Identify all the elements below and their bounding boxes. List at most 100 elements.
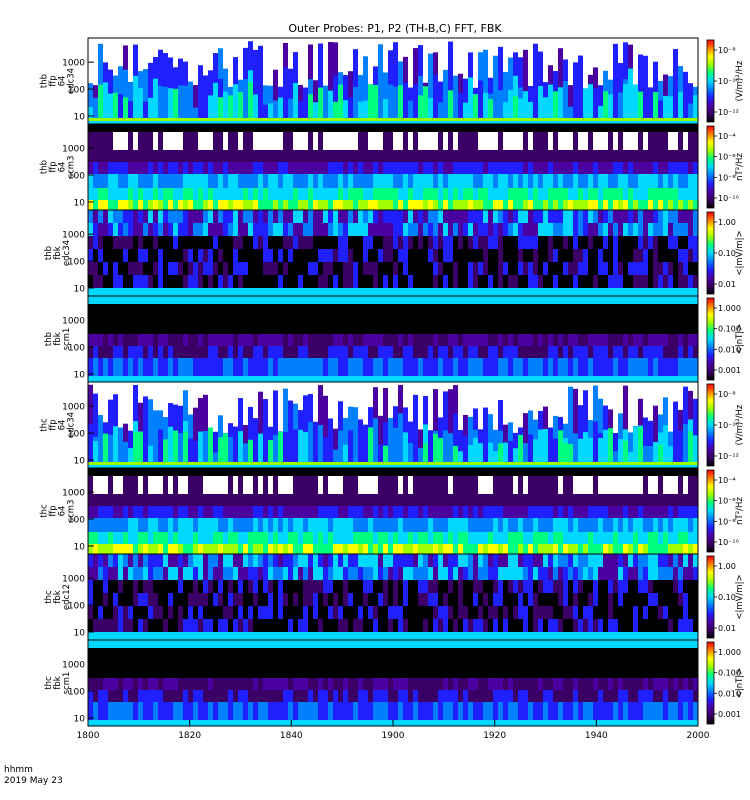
y-axis-label: ffp bbox=[49, 161, 59, 172]
spectrogram-panel-thb-fbk-edc34: 1000 100 10 thb fbk edc34 1.00 0.10 0.01 <|mV/m|> bbox=[44, 209, 745, 297]
x-tick-label: 1800 bbox=[77, 731, 100, 741]
colorbar-tick-label: 10⁻⁸ bbox=[718, 46, 736, 55]
spectrogram-pixels bbox=[88, 468, 699, 554]
y-axis-label: 64 bbox=[58, 162, 68, 173]
colorbar-tick-label: 1.000 bbox=[718, 648, 741, 657]
y-axis-label: 64 bbox=[58, 420, 68, 431]
spectrogram-pixels bbox=[88, 210, 699, 296]
colorbar-label: <|nT|> bbox=[735, 668, 745, 699]
colorbar-tick-label: 10⁻¹⁰ bbox=[718, 421, 739, 430]
colorbar-tick-label: 10⁻⁶ bbox=[718, 153, 736, 162]
chart-title: Outer Probes: P1, P2 (TH-B,C) FFT, FBK bbox=[288, 22, 502, 35]
colorbar bbox=[706, 297, 715, 381]
colorbar-label: <|nT|> bbox=[735, 324, 745, 355]
colorbar bbox=[706, 555, 715, 639]
y-axis-label: 64 bbox=[58, 506, 68, 517]
colorbar-tick-label: 1.00 bbox=[718, 218, 736, 227]
y-tick-label: 1000 bbox=[62, 59, 85, 69]
y-tick-label: 10 bbox=[74, 628, 86, 638]
footer-date: 2019 May 23 bbox=[4, 776, 63, 786]
colorbar-tick-label: 0.10 bbox=[718, 249, 736, 258]
y-tick-label: 100 bbox=[68, 516, 85, 526]
y-axis-label: edc34 bbox=[67, 68, 77, 94]
y-axis-label: edc12 bbox=[62, 584, 72, 610]
colorbar-tick-label: 10⁻⁸ bbox=[718, 390, 736, 399]
y-axis-label: thc bbox=[40, 418, 50, 432]
colorbar-tick-label: 10⁻⁸ bbox=[718, 173, 736, 182]
y-axis-label: scm3 bbox=[67, 156, 77, 179]
y-axis-label: thb bbox=[40, 160, 50, 174]
y-axis-label: thb bbox=[44, 332, 54, 346]
y-tick-label: 10 bbox=[74, 370, 86, 380]
y-tick-label: 10 bbox=[74, 112, 86, 122]
y-tick-label: 1000 bbox=[62, 489, 85, 499]
x-tick-label: 2000 bbox=[687, 731, 710, 741]
colorbar-label: (V/m)²/Hz bbox=[735, 404, 745, 445]
y-tick-label: 1000 bbox=[62, 145, 85, 155]
y-axis-label: edc34 bbox=[67, 412, 77, 438]
spectrogram-panel-thc-fbk-scm1: 1000 100 10 thc fbk scm1 1.000 0.100 0.010 0.001 <… bbox=[44, 639, 745, 727]
colorbar-tick-label: 0.100 bbox=[718, 669, 741, 678]
y-axis-label: fbk bbox=[53, 332, 63, 345]
colorbar-label: <|mV/m|> bbox=[735, 574, 745, 619]
y-tick-label: 1000 bbox=[62, 403, 85, 413]
spectrogram-pixels bbox=[88, 296, 699, 382]
y-axis-label: thb bbox=[40, 74, 50, 88]
colorbar-tick-label: 0.10 bbox=[718, 593, 736, 602]
x-tick-label: 1900 bbox=[382, 731, 405, 741]
colorbar-tick-label: 10⁻¹² bbox=[718, 452, 739, 461]
y-axis-label: fbk bbox=[53, 676, 63, 689]
colorbar-tick-label: 10⁻¹⁰ bbox=[718, 194, 739, 203]
colorbar-tick-label: 0.01 bbox=[718, 280, 736, 289]
y-tick-label: 10 bbox=[74, 198, 86, 208]
y-axis-label: ffp bbox=[49, 75, 59, 86]
colorbar-tick-label: 0.001 bbox=[718, 710, 741, 719]
x-tick-label: 1840 bbox=[280, 731, 303, 741]
spectrogram-pixels bbox=[88, 382, 699, 468]
colorbar-tick-label: 10⁻⁶ bbox=[718, 497, 736, 506]
colorbar-tick-label: 0.100 bbox=[718, 325, 741, 334]
colorbar bbox=[706, 125, 715, 209]
y-tick-label: 10 bbox=[74, 714, 86, 724]
colorbar-label: nT²/Hz bbox=[735, 153, 745, 181]
y-tick-label: 100 bbox=[68, 344, 85, 354]
spectrogram-pixels bbox=[88, 38, 699, 124]
spectrogram-pixels bbox=[88, 124, 699, 210]
colorbar bbox=[706, 641, 715, 725]
colorbar-tick-label: 10⁻⁴ bbox=[718, 476, 736, 485]
y-tick-label: 100 bbox=[68, 172, 85, 182]
x-tick-label: 1820 bbox=[178, 731, 201, 741]
colorbar bbox=[706, 39, 715, 123]
spectrogram-pixels bbox=[88, 554, 699, 640]
y-axis-label: 64 bbox=[58, 76, 68, 87]
y-axis-label: edc34 bbox=[62, 240, 72, 266]
y-tick-label: 100 bbox=[68, 86, 85, 96]
y-axis-label: ffp bbox=[49, 505, 59, 516]
y-axis-label: fbk bbox=[53, 590, 63, 603]
y-tick-label: 1000 bbox=[62, 231, 85, 241]
colorbar bbox=[706, 383, 715, 467]
colorbar bbox=[706, 211, 715, 295]
spectrogram-pixels bbox=[88, 640, 699, 726]
spectrogram-panel-thb-ffp-scm3: 1000 100 10 thb ffp 64 scm3 10⁻⁴ 10⁻⁶ 10⁻⁸ 10⁻¹⁰ nT… bbox=[40, 123, 745, 211]
spectrogram-panel-thb-ffp-edc34: 1000 100 10 thb ffp 64 edc34 10⁻⁸ 10⁻¹⁰ 10⁻¹² (V/m… bbox=[40, 37, 745, 125]
colorbar-tick-label: 0.010 bbox=[718, 345, 741, 354]
colorbar-tick-label: 0.01 bbox=[718, 624, 736, 633]
y-tick-label: 1000 bbox=[62, 317, 85, 327]
y-tick-label: 10 bbox=[74, 456, 86, 466]
y-axis-label: thc bbox=[44, 676, 54, 690]
colorbar-tick-label: 1.000 bbox=[718, 304, 741, 313]
y-tick-label: 10 bbox=[74, 284, 86, 294]
colorbar-tick-label: 10⁻¹⁰ bbox=[718, 77, 739, 86]
y-axis-label: thc bbox=[44, 590, 54, 604]
y-axis-label: thc bbox=[40, 504, 50, 518]
colorbar bbox=[706, 469, 715, 553]
spectrogram-panel-thc-ffp-edc34: 1000 100 10 thc ffp 64 edc34 10⁻⁸ 10⁻¹⁰ 10⁻¹² (V/m… bbox=[40, 381, 745, 469]
colorbar-tick-label: 0.010 bbox=[718, 689, 741, 698]
x-axis: 1800 1820 1840 1900 1920 1940 2000 bbox=[77, 720, 710, 741]
spectrogram-panel-thc-ffp-scm3: 1000 100 10 thc ffp 64 scm3 10⁻⁴ 10⁻⁶ 10⁻⁸ 10⁻¹⁰ nT… bbox=[40, 467, 745, 555]
y-tick-label: 100 bbox=[68, 430, 85, 440]
colorbar-tick-label: 10⁻¹² bbox=[718, 108, 739, 117]
